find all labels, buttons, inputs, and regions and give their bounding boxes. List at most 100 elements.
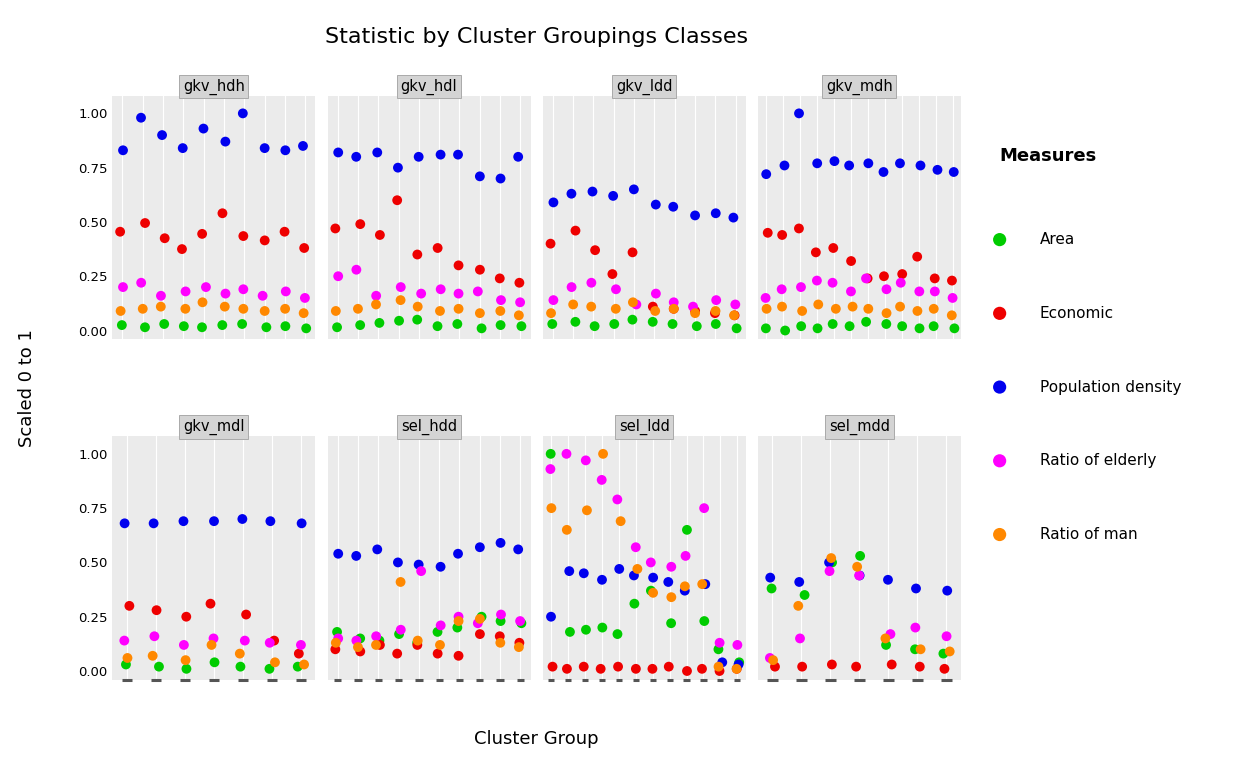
Point [879, 574, 899, 586]
Point [590, 663, 610, 675]
Point [763, 654, 782, 667]
Point [849, 569, 869, 581]
Point [146, 604, 166, 617]
Point [448, 287, 468, 300]
Point [135, 321, 155, 333]
Point [369, 316, 389, 329]
Point [592, 474, 612, 486]
Point [706, 318, 726, 330]
Point [155, 232, 175, 244]
Point [664, 303, 684, 315]
Point [448, 303, 468, 315]
Point [822, 318, 842, 330]
Point [411, 287, 431, 300]
Title: gkv_hdl: gkv_hdl [401, 78, 457, 94]
Point [790, 632, 810, 644]
Point [233, 303, 253, 315]
Point [859, 303, 879, 315]
Point [592, 574, 612, 586]
Point [892, 320, 912, 333]
Point [509, 276, 529, 289]
Point [890, 300, 910, 313]
Point [756, 303, 776, 315]
Point [760, 571, 780, 584]
Point [756, 323, 776, 335]
Point [369, 229, 389, 241]
Point [351, 319, 371, 331]
Point [726, 323, 746, 335]
Point [609, 563, 629, 575]
Point [431, 305, 451, 317]
Title: sel_hdd: sel_hdd [401, 419, 457, 435]
Point [117, 652, 137, 664]
Point [640, 556, 660, 568]
Point [192, 296, 212, 309]
Point [490, 319, 510, 331]
Point [490, 537, 510, 549]
Point [775, 159, 795, 171]
Point [875, 632, 895, 644]
Point [151, 300, 171, 313]
Point [428, 320, 448, 333]
Point [643, 571, 663, 584]
Point [911, 159, 931, 171]
Point [658, 576, 678, 588]
Point [605, 303, 625, 315]
Point [468, 617, 488, 629]
Point [288, 647, 308, 660]
Point [470, 541, 490, 554]
Point [841, 285, 861, 297]
Point [565, 224, 585, 237]
Point [115, 517, 135, 529]
Point [676, 524, 696, 536]
Text: Scaled 0 to 1: Scaled 0 to 1 [19, 329, 36, 447]
Title: gkv_mdh: gkv_mdh [826, 78, 892, 94]
Point [643, 587, 663, 599]
Point [367, 543, 387, 555]
Point [203, 632, 223, 644]
Point [347, 634, 367, 647]
Point [710, 637, 730, 649]
Point [789, 108, 809, 120]
Point [366, 639, 386, 651]
Point [937, 584, 957, 597]
Point [369, 634, 389, 647]
Point [295, 658, 314, 670]
Point [775, 324, 795, 336]
Point [351, 218, 371, 230]
Point [661, 617, 681, 629]
Point [675, 580, 695, 592]
Point [448, 611, 468, 623]
Point [142, 650, 162, 662]
Point [543, 197, 563, 209]
Point [543, 294, 563, 306]
Point [604, 318, 624, 330]
Point [663, 200, 683, 213]
Point [850, 569, 870, 581]
Point [771, 283, 791, 296]
Point [927, 164, 947, 176]
Point [624, 184, 644, 196]
Point [945, 323, 965, 335]
Point [233, 108, 253, 120]
Point [807, 157, 827, 170]
Point [149, 660, 168, 673]
Point [431, 283, 451, 296]
Point [729, 656, 749, 668]
Point [626, 298, 646, 310]
Point [791, 320, 811, 333]
Point [847, 561, 867, 573]
Point [859, 157, 879, 170]
Point [756, 168, 776, 180]
Point [391, 624, 411, 636]
Point [874, 270, 894, 283]
Point [675, 584, 695, 597]
Point [575, 454, 595, 466]
Point [557, 448, 577, 460]
Point [408, 151, 428, 163]
Point [265, 634, 285, 647]
Point [490, 615, 510, 627]
Point [255, 305, 275, 317]
Point [472, 323, 492, 335]
Title: sel_mdd: sel_mdd [829, 419, 890, 435]
